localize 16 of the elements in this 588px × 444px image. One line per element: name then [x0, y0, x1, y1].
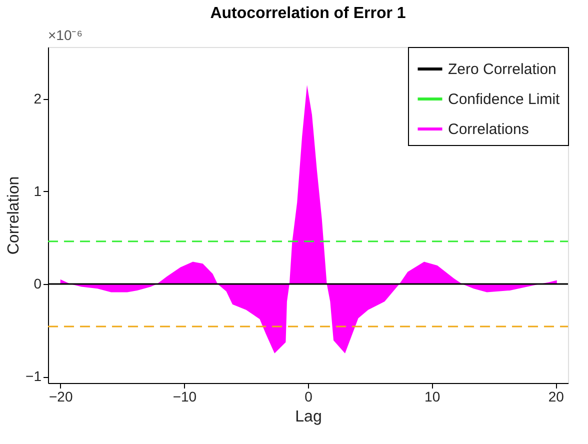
x-tick-label: −10	[172, 388, 197, 404]
y-tick-label: 0	[34, 275, 42, 292]
chart-title: Autocorrelation of Error 1	[210, 5, 406, 22]
x-tick-label: 10	[424, 388, 440, 404]
legend-label: Correlations	[448, 121, 529, 138]
legend-label: Zero Correlation	[448, 61, 556, 78]
x-tick-label: 0	[304, 388, 313, 404]
y-tick-label: 1	[34, 182, 42, 199]
x-tick-label: 20	[548, 388, 564, 404]
x-axis-title: Lag	[295, 408, 322, 426]
text: ×10⁻⁶	[48, 27, 83, 43]
y-tick-label: −1	[26, 368, 42, 384]
y-axis-title: Correlation	[6, 176, 23, 255]
y-tick-label: 2	[34, 90, 42, 106]
legend-label: Confidence Limit	[448, 91, 561, 108]
x-tick-label: −20	[49, 388, 73, 404]
